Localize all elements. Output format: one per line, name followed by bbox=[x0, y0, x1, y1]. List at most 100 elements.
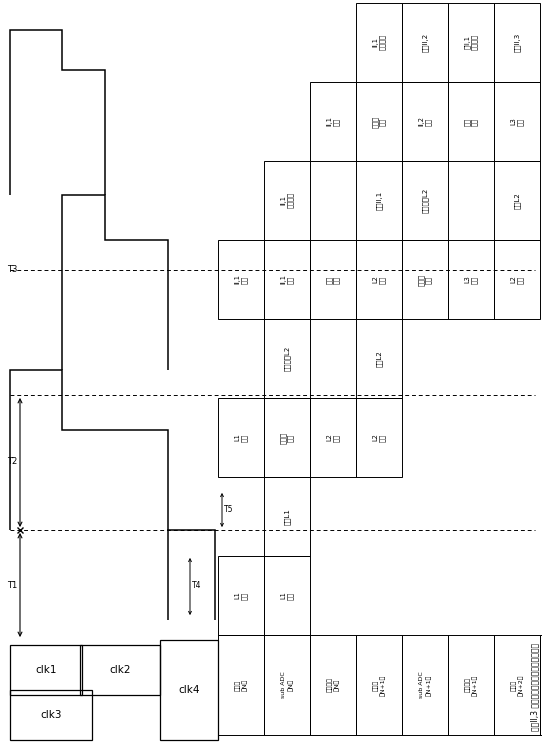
Text: II,2: II,2 bbox=[418, 117, 424, 126]
Text: 误差: 误差 bbox=[471, 117, 478, 126]
Bar bbox=[264, 477, 310, 556]
Text: T5: T5 bbox=[224, 505, 234, 514]
Text: clk2: clk2 bbox=[109, 665, 131, 675]
Text: 采样: 采样 bbox=[517, 276, 524, 284]
Text: sub ADC: sub ADC bbox=[281, 672, 286, 698]
Text: L3: L3 bbox=[464, 276, 470, 283]
Text: 大II,1: 大II,1 bbox=[464, 36, 471, 50]
Text: 补偿: 补偿 bbox=[326, 276, 333, 284]
Text: 采样: 采样 bbox=[287, 276, 294, 284]
Bar bbox=[494, 161, 540, 240]
Text: 采样: 采样 bbox=[425, 117, 432, 126]
Bar bbox=[402, 161, 448, 240]
Text: 校正电路: 校正电路 bbox=[464, 678, 470, 692]
Text: 电容: 电容 bbox=[287, 433, 294, 441]
Bar bbox=[356, 82, 402, 161]
Text: L1: L1 bbox=[281, 591, 287, 600]
Bar bbox=[356, 635, 402, 735]
Text: 初始化: 初始化 bbox=[280, 432, 287, 444]
Text: L1: L1 bbox=[235, 591, 241, 600]
Bar bbox=[356, 398, 402, 477]
Bar bbox=[218, 240, 264, 319]
Bar bbox=[160, 640, 218, 740]
Text: 第N级: 第N级 bbox=[288, 679, 293, 691]
Text: 采样: 采样 bbox=[333, 433, 340, 441]
Text: 流水线: 流水线 bbox=[373, 679, 378, 691]
Text: 转换L1: 转换L1 bbox=[283, 508, 291, 525]
Text: II,1: II,1 bbox=[326, 117, 332, 126]
Text: 转换II,2: 转换II,2 bbox=[422, 33, 428, 52]
Text: 转换II,3: 转换II,3 bbox=[514, 33, 520, 52]
Text: L2: L2 bbox=[511, 276, 517, 283]
Text: T4: T4 bbox=[192, 582, 202, 591]
Bar bbox=[402, 82, 448, 161]
Text: 误差放大L2: 误差放大L2 bbox=[422, 188, 428, 213]
Text: L3: L3 bbox=[511, 117, 517, 126]
Bar bbox=[310, 82, 356, 161]
Bar bbox=[80, 645, 160, 695]
Text: L2: L2 bbox=[326, 434, 332, 441]
Bar bbox=[356, 319, 402, 398]
Text: 建立: 建立 bbox=[241, 433, 248, 441]
Bar bbox=[494, 82, 540, 161]
Text: 建立: 建立 bbox=[517, 117, 524, 126]
Bar bbox=[448, 635, 494, 735]
Bar bbox=[402, 635, 448, 735]
Text: clk3: clk3 bbox=[40, 710, 62, 720]
Text: 初始化: 初始化 bbox=[372, 115, 379, 128]
Text: T1: T1 bbox=[7, 580, 17, 589]
Text: 电容: 电容 bbox=[379, 117, 386, 126]
Bar bbox=[10, 645, 82, 695]
Text: 第N级: 第N级 bbox=[334, 679, 339, 691]
Text: T3: T3 bbox=[7, 265, 17, 274]
Bar bbox=[218, 556, 264, 635]
Text: 第N级: 第N级 bbox=[242, 679, 247, 691]
Bar bbox=[264, 398, 310, 477]
Text: 建立: 建立 bbox=[333, 117, 340, 126]
Text: 误差放大L2: 误差放大L2 bbox=[283, 346, 291, 371]
Text: II,1: II,1 bbox=[281, 195, 287, 205]
Text: 采样: 采样 bbox=[241, 276, 248, 284]
Text: 采样: 采样 bbox=[241, 591, 248, 600]
Bar bbox=[264, 319, 310, 398]
Text: 误差放大: 误差放大 bbox=[379, 34, 386, 51]
Text: clk4: clk4 bbox=[178, 685, 200, 695]
Text: 校正电路: 校正电路 bbox=[327, 678, 332, 692]
Bar bbox=[494, 3, 540, 82]
Bar bbox=[494, 240, 540, 319]
Text: clk1: clk1 bbox=[35, 665, 57, 675]
Bar bbox=[310, 240, 356, 319]
Text: II,1: II,1 bbox=[372, 38, 378, 48]
Text: 流水线: 流水线 bbox=[511, 679, 517, 691]
Bar bbox=[264, 635, 310, 735]
Bar bbox=[540, 635, 542, 735]
Bar bbox=[402, 3, 448, 82]
Text: 初始化: 初始化 bbox=[418, 273, 425, 285]
Bar bbox=[402, 240, 448, 319]
Bar bbox=[448, 82, 494, 161]
Text: L2: L2 bbox=[372, 434, 378, 441]
Bar bbox=[356, 240, 402, 319]
Bar bbox=[310, 635, 356, 735]
Text: 转换II,1: 转换II,1 bbox=[376, 191, 382, 210]
Bar bbox=[448, 240, 494, 319]
Bar bbox=[356, 161, 402, 240]
Text: 采样: 采样 bbox=[287, 591, 294, 600]
Bar bbox=[494, 635, 540, 735]
Text: 采样: 采样 bbox=[471, 276, 478, 284]
Text: II,1: II,1 bbox=[235, 275, 241, 285]
Text: 转换L2: 转换L2 bbox=[376, 350, 382, 367]
Bar bbox=[356, 3, 402, 82]
Bar bbox=[218, 635, 264, 735]
Bar bbox=[264, 240, 310, 319]
Text: 第N+1级: 第N+1级 bbox=[472, 675, 478, 695]
Bar bbox=[218, 398, 264, 477]
Bar bbox=[264, 161, 310, 240]
Text: 补偿: 补偿 bbox=[464, 117, 471, 126]
Text: 误差放大: 误差放大 bbox=[471, 34, 478, 51]
Bar bbox=[448, 3, 494, 82]
Text: 采样: 采样 bbox=[379, 433, 386, 441]
Text: sub ADC: sub ADC bbox=[419, 672, 424, 698]
Text: 误差: 误差 bbox=[333, 276, 340, 284]
Text: II,1: II,1 bbox=[281, 275, 287, 285]
